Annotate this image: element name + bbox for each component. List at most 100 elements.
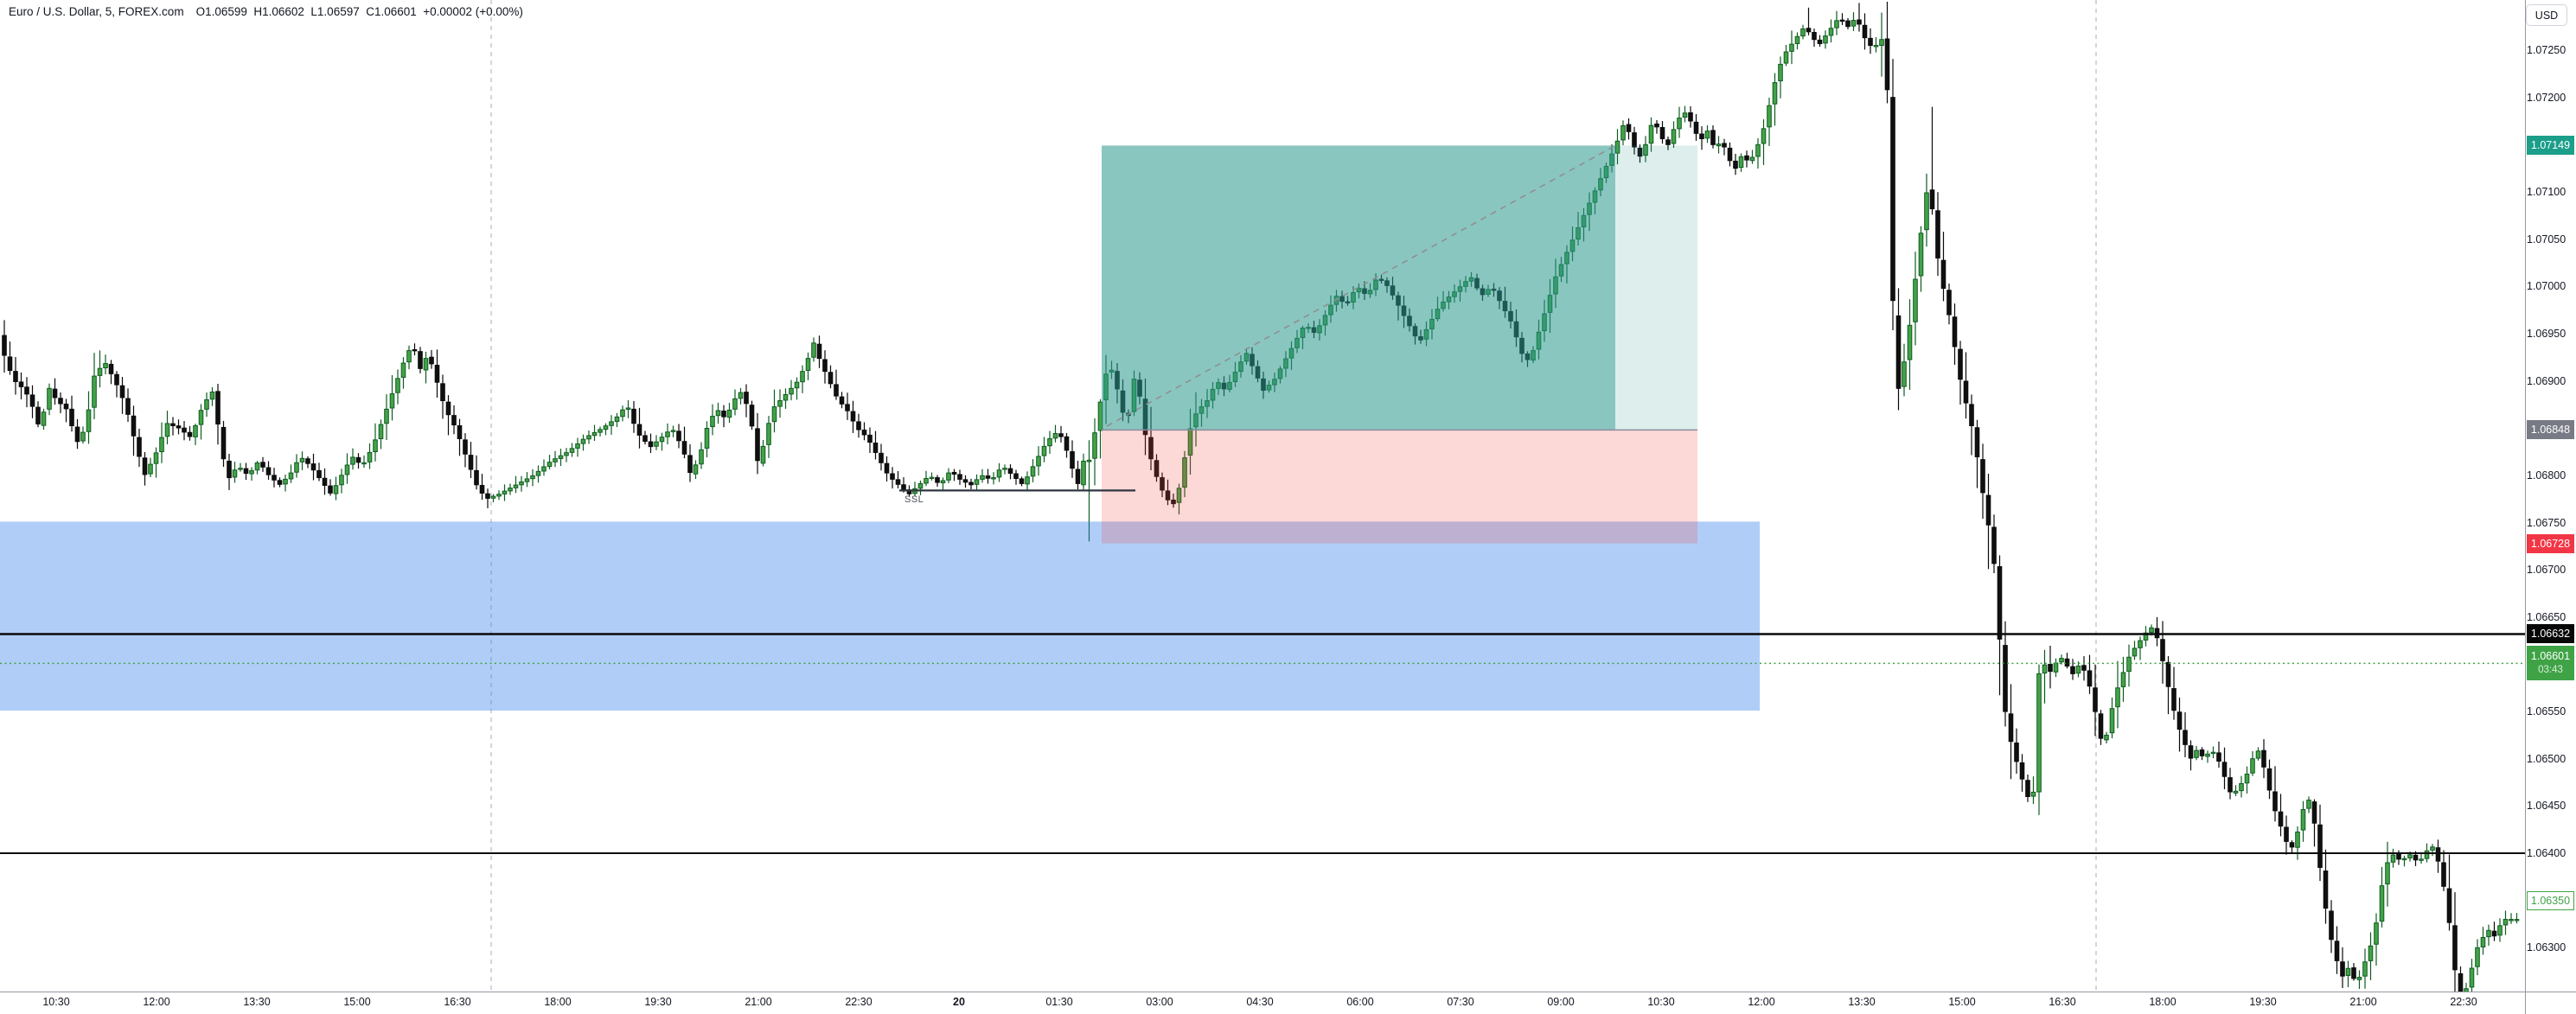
candle bbox=[1924, 173, 1929, 247]
position-profit-zone-extension[interactable] bbox=[1615, 145, 1697, 430]
candle-body bbox=[929, 476, 935, 480]
candle-body bbox=[215, 391, 221, 425]
candle-body bbox=[1946, 290, 1952, 316]
trendline[interactable] bbox=[1106, 144, 1616, 427]
candle-body bbox=[1985, 494, 1991, 526]
candle-body bbox=[962, 479, 968, 483]
price-tick: 1.06450 bbox=[2527, 800, 2566, 813]
candle bbox=[485, 488, 490, 508]
candle-body bbox=[805, 358, 811, 372]
candle bbox=[654, 435, 659, 450]
candle bbox=[468, 442, 474, 478]
candle-body bbox=[1733, 160, 1738, 169]
candle-body bbox=[187, 431, 193, 437]
candle bbox=[1761, 118, 1767, 165]
candle bbox=[620, 405, 625, 422]
candle bbox=[1002, 464, 1007, 475]
candle-body bbox=[288, 472, 294, 480]
position-stop-zone[interactable] bbox=[1102, 430, 1697, 544]
demand-zone-box[interactable] bbox=[0, 521, 1760, 711]
candle-body bbox=[7, 356, 13, 372]
candle bbox=[1812, 29, 1817, 48]
candle bbox=[816, 335, 822, 368]
candle-body bbox=[625, 407, 631, 411]
candle-body bbox=[2446, 888, 2452, 923]
candle bbox=[7, 341, 13, 375]
chart-legend[interactable]: Euro / U.S. Dollar, 5, FOREX.com O1.06599… bbox=[9, 5, 523, 18]
candle bbox=[125, 388, 131, 422]
candle-body bbox=[86, 409, 92, 432]
candle bbox=[2284, 815, 2289, 855]
candle-body bbox=[412, 348, 418, 352]
candle-body bbox=[2064, 658, 2070, 666]
candle-body bbox=[2491, 930, 2497, 937]
candle bbox=[1913, 252, 1918, 346]
candle bbox=[2446, 854, 2452, 931]
candle bbox=[2317, 804, 2323, 882]
candle-body bbox=[384, 408, 389, 424]
candle bbox=[1946, 284, 1952, 325]
candle-body bbox=[63, 403, 69, 410]
candle-body bbox=[2464, 988, 2469, 992]
candle bbox=[1857, 3, 1862, 32]
candle bbox=[2502, 910, 2509, 935]
candle bbox=[744, 384, 749, 418]
candle bbox=[434, 349, 440, 399]
candle bbox=[699, 442, 704, 469]
candle-body bbox=[440, 383, 445, 402]
candle bbox=[1007, 464, 1013, 480]
candle bbox=[243, 462, 249, 481]
price-tick: 1.07100 bbox=[2527, 185, 2566, 198]
candle bbox=[193, 424, 198, 445]
candle bbox=[1654, 120, 1659, 134]
candle bbox=[2368, 932, 2374, 980]
candle bbox=[726, 403, 732, 424]
candle-body bbox=[1890, 97, 1895, 302]
candle bbox=[2345, 960, 2351, 987]
candle-body bbox=[1036, 456, 1041, 467]
candle-body bbox=[2435, 847, 2441, 862]
candle bbox=[2081, 656, 2087, 681]
candle-body bbox=[378, 424, 384, 439]
candle bbox=[957, 469, 962, 485]
candle bbox=[2109, 697, 2115, 739]
candle bbox=[2261, 739, 2266, 779]
candle-body bbox=[2171, 688, 2176, 711]
candle-body bbox=[1895, 315, 1902, 389]
currency-toggle-button[interactable]: USD bbox=[2526, 4, 2567, 26]
candle-body bbox=[254, 462, 260, 471]
candle bbox=[1171, 493, 1176, 508]
candle-body bbox=[777, 400, 783, 407]
candle bbox=[1165, 479, 1171, 506]
candle-body bbox=[2430, 846, 2435, 851]
candle bbox=[508, 483, 513, 495]
candle-body bbox=[2295, 831, 2300, 848]
candle bbox=[2176, 697, 2183, 752]
candle-body bbox=[524, 478, 530, 482]
time-tick: 06:00 bbox=[1346, 996, 1374, 1008]
candle bbox=[2104, 731, 2109, 744]
candle-body bbox=[1935, 210, 1940, 258]
candle-body bbox=[1052, 432, 1058, 439]
candle bbox=[2233, 785, 2239, 796]
candle-body bbox=[513, 484, 519, 488]
candle bbox=[47, 383, 52, 416]
price-tick: 1.06900 bbox=[2527, 374, 2566, 387]
candle-body bbox=[1654, 123, 1659, 128]
candle bbox=[687, 443, 693, 482]
candle-body bbox=[631, 408, 636, 424]
candle-body bbox=[328, 485, 333, 494]
candle bbox=[2160, 621, 2165, 684]
candle-body bbox=[861, 429, 867, 436]
candle-body bbox=[395, 378, 400, 393]
candle bbox=[114, 371, 119, 398]
candle-body bbox=[794, 381, 800, 389]
candle bbox=[463, 433, 468, 468]
candle bbox=[164, 411, 170, 444]
candle-body bbox=[1868, 37, 1873, 47]
candle bbox=[1794, 32, 1800, 50]
candle bbox=[198, 404, 204, 440]
candle bbox=[1688, 105, 1693, 128]
candle-body bbox=[373, 439, 378, 453]
